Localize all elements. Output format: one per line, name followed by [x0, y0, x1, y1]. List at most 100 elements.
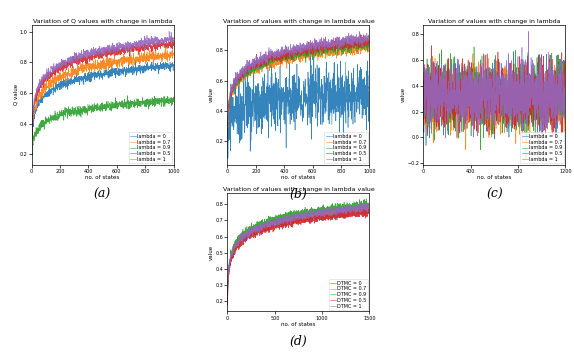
DTMC = 1: [287, 219, 294, 223]
lambda = 1: [482, 84, 488, 89]
lambda = 0.9: [42, 120, 49, 124]
DTMC = 1: [284, 221, 291, 225]
lambda = 0.9: [170, 100, 177, 104]
lambda = 0: [282, 91, 289, 95]
lambda = 0.5: [495, 57, 502, 62]
lambda = 0.7: [239, 80, 246, 84]
lambda = 0: [86, 76, 92, 80]
DTMC = 0: [241, 236, 248, 241]
lambda = 0.9: [286, 53, 293, 58]
lambda = 0.7: [495, 111, 502, 116]
DTMC = 0.7: [224, 302, 231, 306]
lambda = 0.7: [438, 49, 445, 53]
lambda = 1: [562, 96, 569, 101]
lambda = 0: [482, 82, 488, 86]
DTMC = 0.7: [241, 237, 248, 241]
Text: (a): (a): [94, 188, 111, 201]
lambda = 1: [42, 77, 49, 81]
DTMC = 0: [224, 304, 231, 308]
lambda = 0.5: [420, 82, 427, 87]
lambda = 0.7: [282, 57, 289, 61]
lambda = 0: [224, 156, 231, 160]
lambda = 0.9: [224, 134, 231, 138]
lambda = 0.7: [141, 53, 148, 57]
DTMC = 0.5: [241, 236, 248, 240]
lambda = 1: [468, 97, 475, 102]
DTMC = 1: [241, 235, 248, 239]
Text: (d): (d): [290, 335, 307, 348]
DTMC = 0.7: [363, 202, 370, 207]
lambda = 0.7: [366, 43, 373, 47]
lambda = 1: [139, 41, 146, 45]
DTMC = 0.9: [363, 197, 370, 201]
lambda = 0.9: [124, 93, 131, 98]
lambda = 0.9: [139, 102, 146, 106]
Legend: lambda = 0, lambda = 0.7, lambda = 0.9, lambda = 0.5, lambda = 1: lambda = 0, lambda = 0.7, lambda = 0.9, …: [521, 132, 564, 163]
Line: lambda = 0.9: lambda = 0.9: [424, 47, 565, 150]
DTMC = 0.7: [305, 214, 312, 218]
DTMC = 0.9: [366, 203, 373, 208]
Title: Variation of values with change in lambda value: Variation of values with change in lambd…: [223, 19, 374, 24]
lambda = 0.5: [126, 50, 133, 54]
DTMC = 0: [366, 207, 373, 211]
lambda = 0: [498, 61, 505, 66]
lambda = 0.7: [482, 95, 488, 99]
lambda = 0.9: [86, 106, 92, 110]
lambda = 0: [239, 100, 246, 104]
lambda = 0.5: [224, 136, 231, 141]
lambda = 0: [439, 83, 446, 87]
Legend: lambda = 0, lambda = 0.7, lambda = 0.9, lambda = 0.5, lambda = 1: lambda = 0, lambda = 0.7, lambda = 0.9, …: [324, 132, 368, 163]
lambda = 0.7: [444, 119, 451, 124]
lambda = 0.5: [338, 47, 344, 51]
DTMC = 1: [305, 214, 312, 218]
lambda = 0.9: [338, 42, 344, 46]
Line: lambda = 1: lambda = 1: [228, 32, 370, 132]
Line: lambda = 0.9: lambda = 0.9: [32, 96, 173, 158]
lambda = 1: [282, 47, 289, 52]
Line: lambda = 0.7: lambda = 0.7: [32, 47, 173, 151]
Line: lambda = 0: lambda = 0: [32, 62, 173, 149]
DTMC = 0.9: [290, 209, 297, 214]
lambda = 0: [366, 81, 373, 85]
lambda = 0: [139, 65, 146, 69]
lambda = 1: [141, 42, 148, 46]
lambda = 0.7: [139, 55, 146, 60]
lambda = 0: [170, 64, 177, 68]
lambda = 0.9: [366, 45, 373, 50]
Line: lambda = 0: lambda = 0: [424, 52, 565, 145]
lambda = 1: [366, 31, 373, 35]
lambda = 0.9: [321, 52, 328, 57]
lambda = 0: [28, 146, 35, 151]
lambda = 0: [42, 91, 49, 96]
DTMC = 1: [224, 300, 231, 305]
lambda = 0.5: [28, 145, 35, 149]
Line: lambda = 0.7: lambda = 0.7: [424, 51, 565, 158]
lambda = 0.5: [170, 44, 177, 48]
lambda = 0.5: [141, 48, 148, 53]
DTMC = 0.9: [287, 208, 294, 213]
Line: DTMC = 0.7: DTMC = 0.7: [227, 204, 370, 304]
lambda = 0.9: [482, 96, 488, 100]
lambda = 0.7: [335, 53, 342, 57]
lambda = 0.5: [498, 95, 505, 99]
X-axis label: no. of states: no. of states: [86, 175, 120, 180]
DTMC = 0: [290, 218, 297, 222]
DTMC = 0.5: [366, 211, 373, 215]
lambda = 0: [335, 97, 342, 101]
DTMC = 0.7: [290, 214, 297, 218]
lambda = 1: [439, 85, 446, 90]
DTMC = 0: [235, 245, 242, 249]
lambda = 0.9: [471, 45, 478, 49]
lambda = 1: [498, 112, 505, 117]
lambda = 1: [444, 93, 451, 98]
DTMC = 0: [305, 218, 312, 222]
DTMC = 0.7: [366, 206, 373, 211]
Y-axis label: value: value: [209, 245, 214, 260]
DTMC = 1: [235, 243, 242, 247]
lambda = 0.9: [439, 72, 446, 77]
lambda = 0.7: [126, 61, 133, 65]
lambda = 1: [495, 113, 502, 117]
lambda = 0: [322, 84, 329, 88]
lambda = 0.7: [522, 156, 529, 160]
lambda = 0.7: [338, 46, 344, 50]
